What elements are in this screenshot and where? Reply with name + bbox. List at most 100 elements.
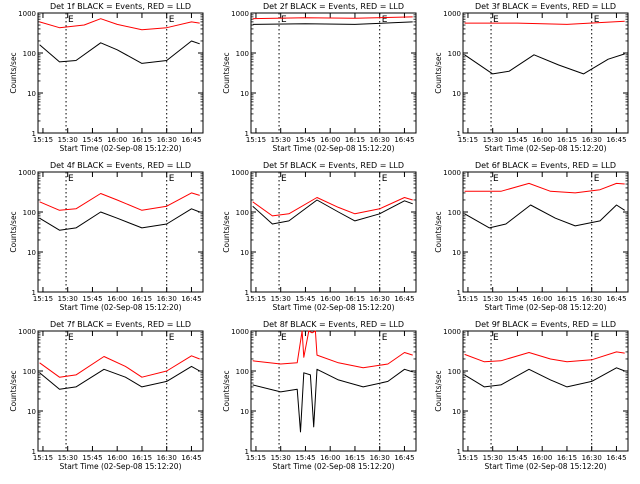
y-tick-label: 10 — [240, 408, 249, 416]
x-tick-label: 15:15 — [458, 136, 478, 144]
x-axis-label: Start Time (02-Sep-08 15:12:20) — [485, 144, 607, 153]
e-marker-label: E — [493, 15, 499, 25]
plot-title: Det 3f BLACK = Events, RED = LLD — [475, 2, 616, 11]
y-tick-label: 1 — [32, 448, 36, 456]
series-line-lld — [39, 192, 200, 211]
y-tick-label: 10 — [240, 249, 249, 257]
x-tick-label: 16:30 — [157, 136, 177, 144]
e-marker-label: E — [68, 333, 74, 343]
x-tick-label: 16:30 — [157, 454, 177, 462]
x-tick-label: 16:45 — [181, 295, 201, 303]
x-tick-label: 16:00 — [532, 136, 552, 144]
series-line-lld — [252, 330, 413, 369]
plot-frame — [37, 12, 204, 134]
e-marker-label: E — [493, 333, 499, 343]
series-line-lld — [252, 197, 413, 217]
x-tick-label: 16:00 — [107, 136, 127, 144]
x-tick-label: 15:15 — [33, 295, 53, 303]
x-tick-label: 16:45 — [606, 295, 626, 303]
x-tick-label: 15:15 — [246, 454, 266, 462]
x-tick-label: 15:30 — [483, 295, 503, 303]
y-axis-label: Counts/sec — [222, 211, 231, 252]
x-tick-label: 16:15 — [345, 295, 365, 303]
y-tick-label: 1 — [245, 130, 249, 138]
y-tick-label: 100 — [236, 368, 249, 376]
x-tick-label: 16:00 — [107, 454, 127, 462]
y-tick-label: 1 — [245, 289, 249, 297]
y-tick-label: 1 — [32, 289, 36, 297]
plot-frame — [37, 171, 204, 293]
panel-det-8: Det 8f BLACK = Events, RED = LLD 1 10 100 10… — [222, 320, 417, 471]
x-tick-label: 16:30 — [582, 295, 602, 303]
x-tick-label: 16:00 — [320, 454, 340, 462]
y-tick-label: 10 — [452, 90, 461, 98]
e-marker-label: E — [281, 15, 287, 25]
panel-det-1: Det 1f BLACK = Events, RED = LLD 1 10 100 10… — [9, 2, 204, 153]
y-tick-label: 100 — [448, 50, 461, 58]
plot-frame — [462, 330, 629, 452]
x-axis-label: Start Time (02-Sep-08 15:12:20) — [273, 462, 395, 471]
y-axis-label: Counts/sec — [434, 211, 443, 252]
x-axis-label: Start Time (02-Sep-08 15:12:20) — [485, 462, 607, 471]
y-axis-label: Counts/sec — [434, 370, 443, 411]
series-line-events — [39, 208, 200, 231]
y-tick-label: 100 — [448, 209, 461, 217]
x-tick-label: 15:15 — [33, 136, 53, 144]
e-marker-label: E — [382, 15, 388, 25]
x-tick-label: 16:15 — [557, 454, 577, 462]
series-line-lld — [464, 20, 625, 25]
x-tick-label: 16:45 — [394, 295, 414, 303]
y-tick-label: 1000 — [18, 169, 36, 177]
panel-det-6: Det 6f BLACK = Events, RED = LLD 1 10 100 10… — [434, 161, 629, 312]
x-tick-label: 16:15 — [345, 454, 365, 462]
series-line-lld — [464, 182, 625, 194]
x-tick-label: 16:30 — [582, 454, 602, 462]
plot-frame — [462, 171, 629, 293]
y-axis-label: Counts/sec — [222, 370, 231, 411]
plot-title: Det 2f BLACK = Events, RED = LLD — [263, 2, 404, 11]
plot-frame — [462, 12, 629, 134]
x-tick-label: 15:15 — [246, 295, 266, 303]
x-tick-label: 15:30 — [58, 136, 78, 144]
x-tick-label: 15:30 — [58, 454, 78, 462]
e-marker-label: E — [68, 174, 74, 184]
x-tick-label: 15:30 — [271, 454, 291, 462]
x-tick-label: 16:45 — [181, 136, 201, 144]
series-line-events — [39, 365, 200, 390]
y-tick-label: 1 — [32, 130, 36, 138]
plot-title: Det 8f BLACK = Events, RED = LLD — [263, 320, 404, 329]
y-tick-label: 10 — [27, 249, 36, 257]
y-tick-label: 1000 — [231, 169, 249, 177]
e-marker-label: E — [594, 333, 600, 343]
x-tick-label: 15:15 — [33, 454, 53, 462]
x-tick-label: 16:15 — [557, 136, 577, 144]
x-tick-label: 16:45 — [181, 454, 201, 462]
x-tick-label: 15:45 — [507, 295, 527, 303]
x-tick-label: 16:00 — [320, 295, 340, 303]
x-tick-label: 15:30 — [271, 136, 291, 144]
x-tick-label: 15:45 — [82, 454, 102, 462]
x-tick-label: 16:15 — [132, 295, 152, 303]
y-tick-label: 100 — [23, 50, 36, 58]
y-tick-label: 1 — [245, 448, 249, 456]
x-tick-label: 16:30 — [157, 295, 177, 303]
x-tick-label: 15:15 — [246, 136, 266, 144]
x-tick-label: 15:45 — [295, 295, 315, 303]
x-tick-label: 15:45 — [507, 136, 527, 144]
x-tick-label: 15:15 — [458, 454, 478, 462]
y-tick-label: 1000 — [443, 10, 461, 18]
plot-frame — [250, 171, 417, 293]
y-tick-label: 1000 — [231, 10, 249, 18]
e-marker-label: E — [68, 15, 74, 25]
y-tick-label: 1000 — [443, 328, 461, 336]
x-tick-label: 15:45 — [295, 454, 315, 462]
y-tick-label: 100 — [23, 209, 36, 217]
x-tick-label: 15:30 — [483, 136, 503, 144]
series-line-lld — [39, 355, 200, 378]
plot-frame — [250, 330, 417, 452]
y-tick-label: 10 — [452, 408, 461, 416]
series-line-events — [252, 199, 413, 225]
x-tick-label: 16:45 — [606, 454, 626, 462]
